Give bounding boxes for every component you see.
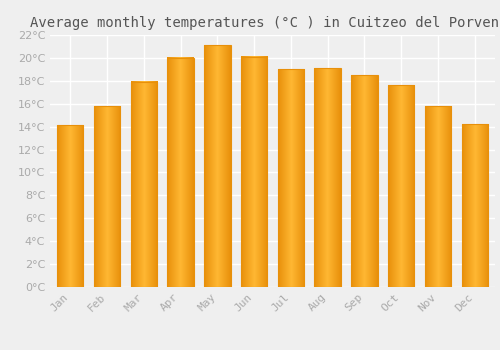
Bar <box>241 57 268 287</box>
Bar <box>388 85 414 287</box>
Bar <box>57 126 84 287</box>
Bar <box>278 69 304 287</box>
Bar <box>204 45 231 287</box>
Bar <box>462 124 488 287</box>
Bar <box>351 75 378 287</box>
Bar <box>130 82 157 287</box>
Title: Average monthly temperatures (°C ) in Cuitzeo del Porvenir: Average monthly temperatures (°C ) in Cu… <box>30 16 500 30</box>
Bar <box>168 58 194 287</box>
Bar <box>94 106 120 287</box>
Bar <box>314 68 341 287</box>
Bar <box>425 106 451 287</box>
